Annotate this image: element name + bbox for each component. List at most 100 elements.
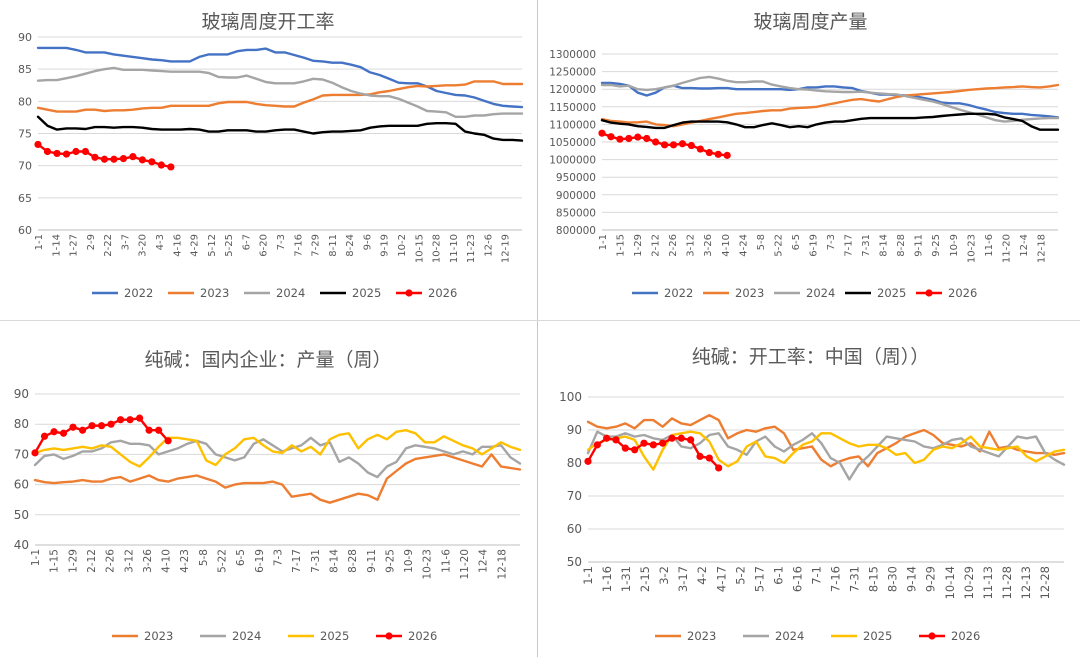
x-tick-label: 4-17: [714, 566, 728, 592]
x-tick-label: 1-15: [49, 549, 61, 573]
x-tick-label: 11-10: [449, 234, 460, 263]
x-tick-label: 3-26: [703, 234, 714, 257]
data-point-2026: [678, 140, 687, 148]
data-point-2026: [607, 133, 615, 141]
chart-panel-soda-output: 纯碱：国内企业：产量（周） 40 50 60 70 80 90 1-1 1-15 1-29 2-12…: [0, 330, 536, 657]
legend-label: 2026: [428, 286, 457, 300]
x-tick-label: 11-28: [1000, 566, 1014, 599]
x-tick-label: 8-15: [867, 566, 881, 592]
x-tick-label: 10-14: [943, 566, 957, 599]
data-point-2026: [649, 441, 657, 449]
data-point-2026: [129, 153, 137, 161]
x-tick-label: 2-15: [638, 566, 652, 592]
series-line-2025: [600, 112, 1060, 131]
x-tick-label: 7-16: [829, 566, 843, 592]
x-tick-label: 6-7: [241, 234, 252, 250]
x-tick-label: 4-23: [179, 549, 191, 573]
data-point-2026: [138, 156, 146, 164]
data-point-2026: [598, 129, 606, 137]
x-tick-label: 12-19: [501, 234, 512, 263]
y-tick-label: 1200000: [549, 84, 596, 96]
y-tick-label: 850000: [556, 207, 596, 219]
y-tick-label: 1050000: [549, 137, 596, 149]
data-point-2026: [164, 437, 172, 445]
x-tick-label: 12-18: [496, 549, 508, 580]
legend-label: 2025: [877, 286, 906, 300]
y-tick-label: 90: [14, 387, 29, 401]
x-tick-label: 4-29: [190, 234, 201, 257]
x-tick-label: 7-31: [848, 566, 862, 592]
data-point-2026: [100, 155, 109, 163]
data-point-2026: [43, 147, 52, 156]
legend-label: 2024: [775, 629, 804, 643]
x-tick-label: 7-17: [291, 549, 303, 573]
x-tick-label: 10-28: [432, 234, 443, 263]
x-tick-label: 9-11: [914, 234, 925, 257]
x-tick-label: 7-17: [844, 234, 855, 257]
x-tick-label: 5-17: [752, 566, 766, 592]
x-tick-label: 4-2: [695, 566, 709, 585]
x-tick-label: 3-12: [686, 234, 697, 257]
data-point-2026: [136, 414, 144, 422]
x-tick-label: 5-22: [217, 549, 229, 573]
x-tick-label: 11-6: [440, 549, 452, 573]
data-point-2026: [72, 147, 80, 156]
y-tick-label: 80: [14, 417, 29, 431]
x-tick-label: 8-28: [896, 234, 907, 257]
data-point-2026: [723, 151, 731, 159]
x-tick-label: 9-29: [924, 566, 938, 592]
x-tick-label: 8-30: [886, 566, 900, 592]
data-point-2026: [584, 457, 592, 465]
y-tick-label: 50: [567, 555, 582, 569]
data-point-2026: [116, 416, 125, 424]
data-point-2026: [631, 446, 639, 454]
x-tick-label: 6-5: [791, 234, 802, 250]
legend-label: 2022: [124, 286, 153, 300]
x-tick-label: 10-23: [422, 549, 434, 580]
x-tick-label: 1-1: [30, 549, 42, 566]
data-point-2026: [640, 439, 648, 447]
x-tick-label: 2-22: [103, 234, 114, 257]
data-point-2026: [157, 161, 165, 169]
x-tick-label: 8-14: [328, 549, 340, 573]
y-tick-label: 50: [14, 508, 29, 522]
y-tick-label: 40: [14, 538, 29, 552]
data-point-2026: [660, 141, 669, 149]
y-tick-label: 75: [18, 128, 32, 141]
data-point-2026: [167, 163, 175, 171]
x-tick-label: 10-15: [414, 234, 425, 263]
series-line-2024: [36, 66, 524, 119]
x-tick-label: 8-24: [345, 234, 356, 257]
x-tick-label: 4-24: [738, 234, 749, 257]
data-point-2026: [659, 439, 667, 447]
x-tick-label: 4-10: [721, 234, 732, 257]
x-tick-label: 6-1: [771, 566, 785, 585]
series-line-2022: [36, 46, 524, 109]
data-point-2026: [696, 452, 704, 460]
data-point-2026: [603, 434, 611, 442]
x-tick-label: 9-25: [384, 549, 396, 573]
legend-label: 2026: [948, 286, 977, 300]
x-tick-label: 1-1: [581, 566, 595, 585]
x-tick-label: 7-16: [293, 234, 304, 257]
legend-label: 2022: [664, 286, 693, 300]
x-tick-label: 5-12: [207, 234, 218, 257]
x-tick-label: 3-12: [123, 549, 135, 573]
data-point-2026: [50, 428, 58, 436]
y-tick-label: 800000: [556, 225, 596, 237]
x-tick-label: 2-12: [651, 234, 662, 257]
x-tick-label: 3-7: [120, 234, 131, 250]
x-tick-label: 1-29: [633, 234, 644, 257]
y-tick-label: 1150000: [549, 102, 596, 114]
y-tick-label: 80: [18, 95, 32, 108]
y-tick-label: 70: [567, 489, 582, 503]
data-point-2026: [669, 141, 678, 149]
series-line-2022: [600, 81, 1060, 119]
data-point-2026: [59, 429, 68, 437]
y-tick-label: 65: [18, 192, 32, 205]
series-line-2025: [36, 115, 524, 142]
x-tick-label: 2-26: [105, 549, 117, 573]
y-tick-label: 85: [18, 63, 32, 76]
x-tick-label: 8-28: [347, 549, 359, 573]
x-tick-label: 9-6: [362, 234, 373, 250]
